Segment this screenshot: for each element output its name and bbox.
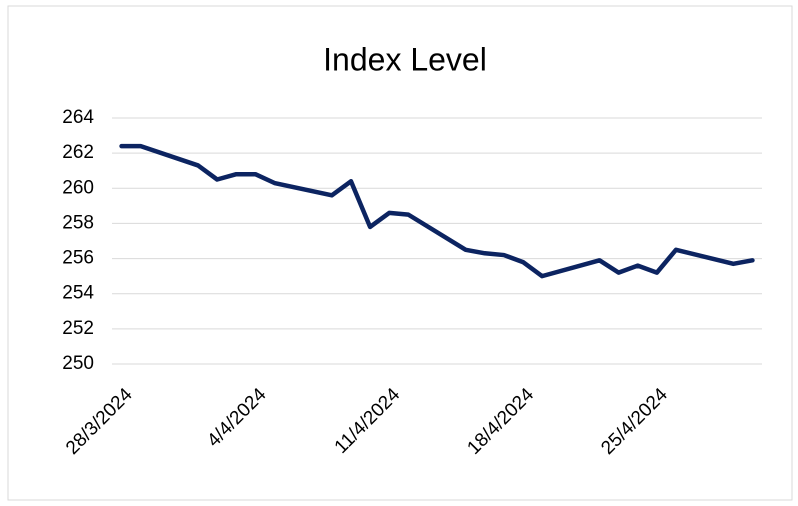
chart-border <box>7 5 793 501</box>
y-tick-label: 254 <box>62 283 94 304</box>
y-tick-label: 252 <box>62 318 94 339</box>
line-series <box>119 143 755 279</box>
y-tick-label: 264 <box>62 107 94 128</box>
y-tick-label: 258 <box>62 212 94 233</box>
chart-title: Index Level <box>323 41 487 77</box>
y-tick-label: 250 <box>62 353 94 374</box>
y-tick-label: 256 <box>62 248 94 269</box>
y-tick-label: 262 <box>62 142 94 163</box>
y-tick-label: 260 <box>62 177 94 198</box>
